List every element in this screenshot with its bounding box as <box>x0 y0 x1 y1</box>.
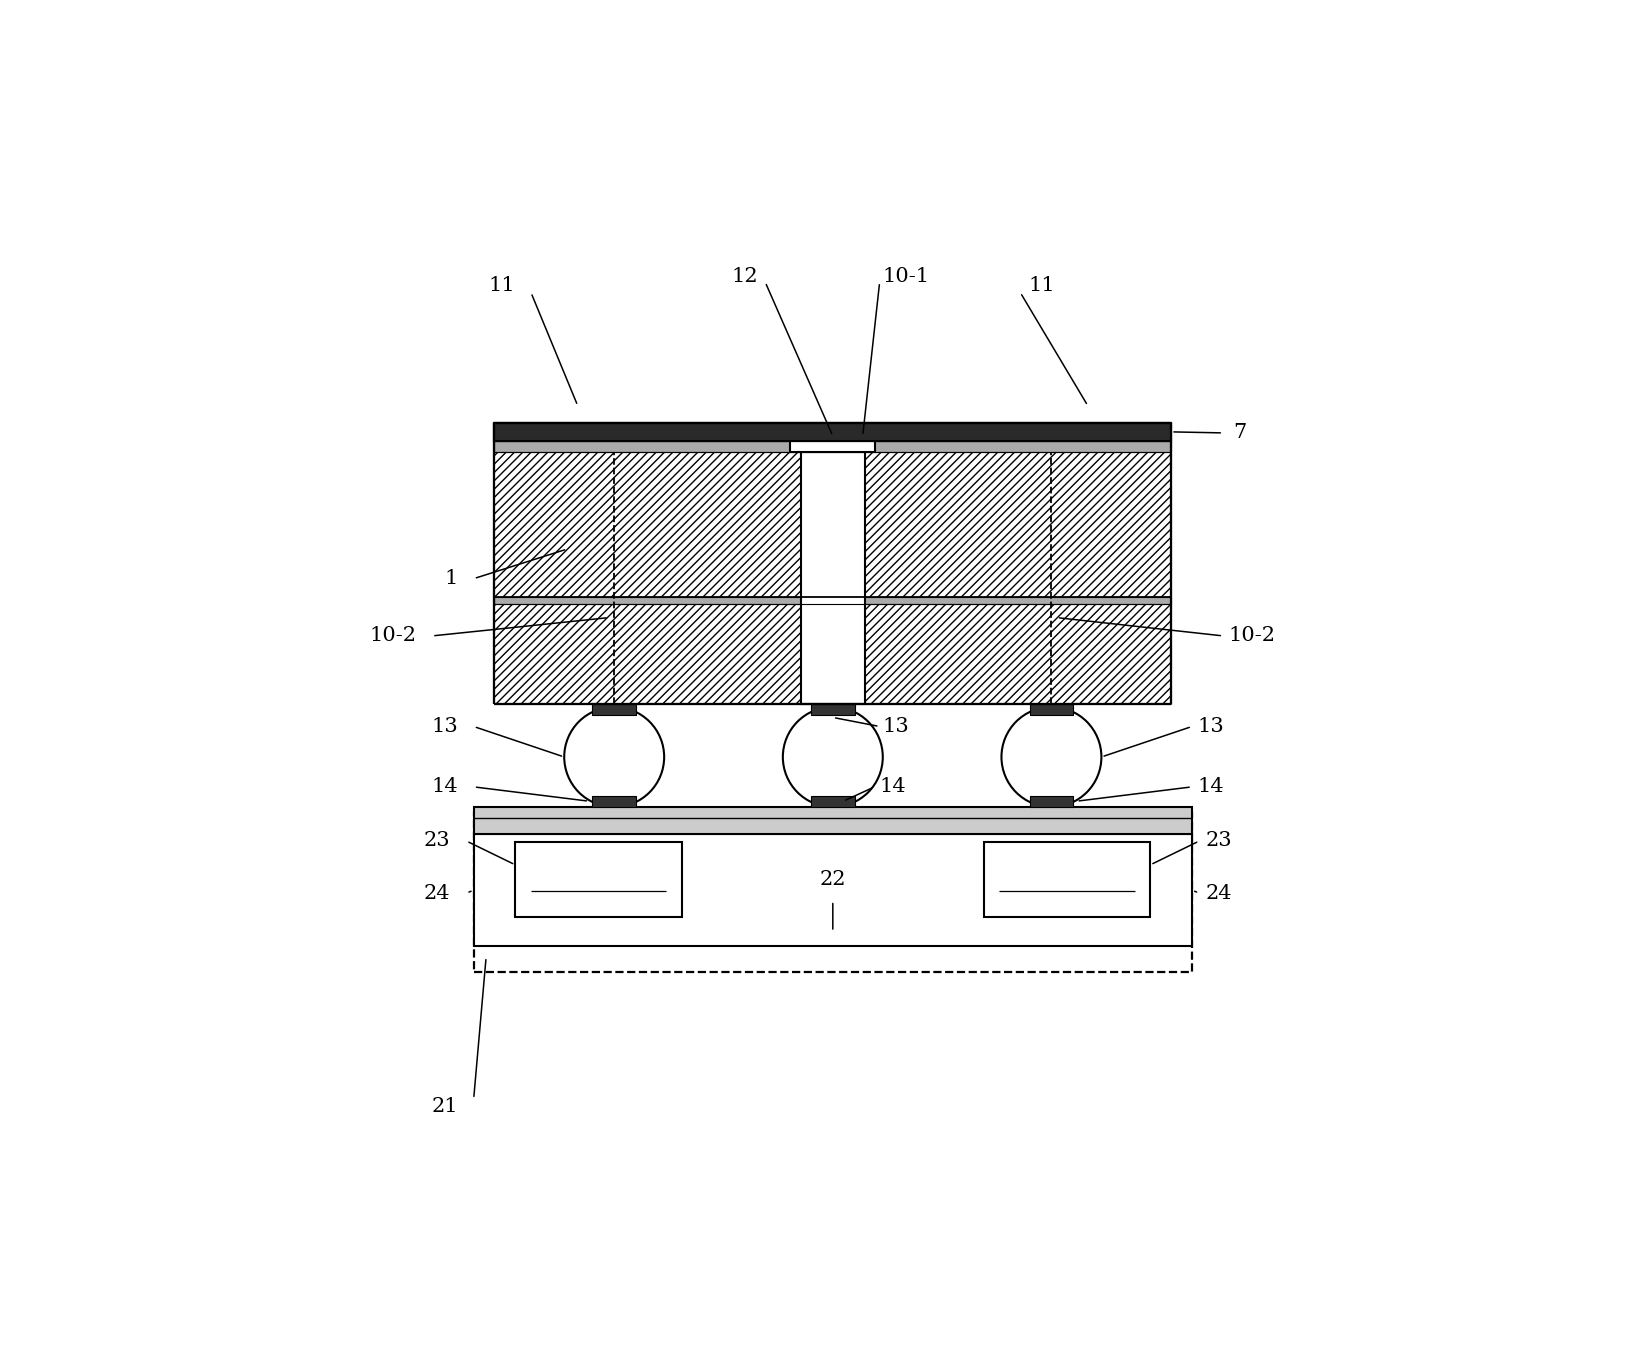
Bar <box>473 834 1193 946</box>
Text: 22: 22 <box>819 871 847 890</box>
Bar <box>494 604 1172 703</box>
Text: 11: 11 <box>1029 276 1055 295</box>
Bar <box>1030 703 1072 715</box>
Bar <box>811 703 855 715</box>
Text: 23: 23 <box>1206 831 1232 850</box>
Text: 14: 14 <box>431 777 458 796</box>
Bar <box>494 422 1172 441</box>
Bar <box>811 795 855 807</box>
Bar <box>593 795 635 807</box>
Text: 14: 14 <box>879 777 907 796</box>
Text: 11: 11 <box>489 276 515 295</box>
Circle shape <box>564 707 665 807</box>
Bar <box>494 452 1172 596</box>
Text: 24: 24 <box>422 884 450 903</box>
Text: 10-2: 10-2 <box>369 626 416 645</box>
Bar <box>1030 795 1072 807</box>
Bar <box>494 422 1172 441</box>
Bar <box>473 813 1193 972</box>
Text: 21: 21 <box>431 1096 458 1115</box>
Bar <box>494 441 1172 452</box>
Text: 13: 13 <box>431 717 458 735</box>
Text: 12: 12 <box>731 268 757 287</box>
Circle shape <box>1001 707 1102 807</box>
Text: 10-1: 10-1 <box>882 268 930 287</box>
Bar <box>494 596 1172 604</box>
Bar <box>790 441 876 452</box>
Bar <box>593 703 635 715</box>
Text: 23: 23 <box>422 831 450 850</box>
Text: 14: 14 <box>1198 777 1224 796</box>
Text: 24: 24 <box>1206 884 1232 903</box>
Circle shape <box>783 707 882 807</box>
Bar <box>515 842 682 917</box>
Text: 10-2: 10-2 <box>1228 626 1276 645</box>
Text: 1: 1 <box>445 569 458 588</box>
Text: 13: 13 <box>882 717 910 735</box>
Bar <box>983 842 1150 917</box>
Text: 13: 13 <box>1198 717 1224 735</box>
Text: 7: 7 <box>1233 423 1246 442</box>
Bar <box>473 807 1193 834</box>
Bar <box>801 452 864 703</box>
